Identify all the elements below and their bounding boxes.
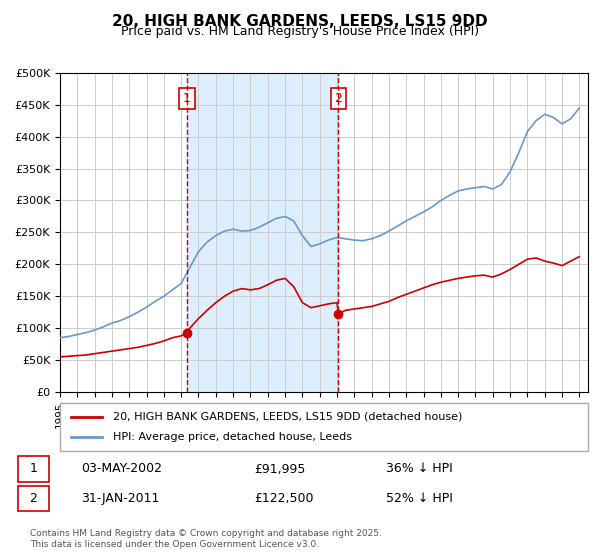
Text: 36% ↓ HPI: 36% ↓ HPI xyxy=(386,463,453,475)
Text: 1: 1 xyxy=(29,463,37,475)
Bar xyxy=(187,73,338,392)
Text: 20, HIGH BANK GARDENS, LEEDS, LS15 9DD: 20, HIGH BANK GARDENS, LEEDS, LS15 9DD xyxy=(112,14,488,29)
Text: 03-MAY-2002: 03-MAY-2002 xyxy=(81,463,162,475)
FancyBboxPatch shape xyxy=(18,486,49,511)
Text: £122,500: £122,500 xyxy=(254,492,313,505)
Text: Price paid vs. HM Land Registry's House Price Index (HPI): Price paid vs. HM Land Registry's House … xyxy=(121,25,479,38)
Text: 31-JAN-2011: 31-JAN-2011 xyxy=(81,492,160,505)
Text: 1: 1 xyxy=(183,92,191,105)
Text: Contains HM Land Registry data © Crown copyright and database right 2025.
This d: Contains HM Land Registry data © Crown c… xyxy=(30,529,382,549)
Text: 52% ↓ HPI: 52% ↓ HPI xyxy=(386,492,453,505)
FancyBboxPatch shape xyxy=(60,403,588,451)
Text: £91,995: £91,995 xyxy=(254,463,305,475)
Text: 2: 2 xyxy=(334,92,343,105)
Text: HPI: Average price, detached house, Leeds: HPI: Average price, detached house, Leed… xyxy=(113,432,352,442)
Text: 20, HIGH BANK GARDENS, LEEDS, LS15 9DD (detached house): 20, HIGH BANK GARDENS, LEEDS, LS15 9DD (… xyxy=(113,412,462,422)
Text: 2: 2 xyxy=(29,492,37,505)
FancyBboxPatch shape xyxy=(18,456,49,482)
